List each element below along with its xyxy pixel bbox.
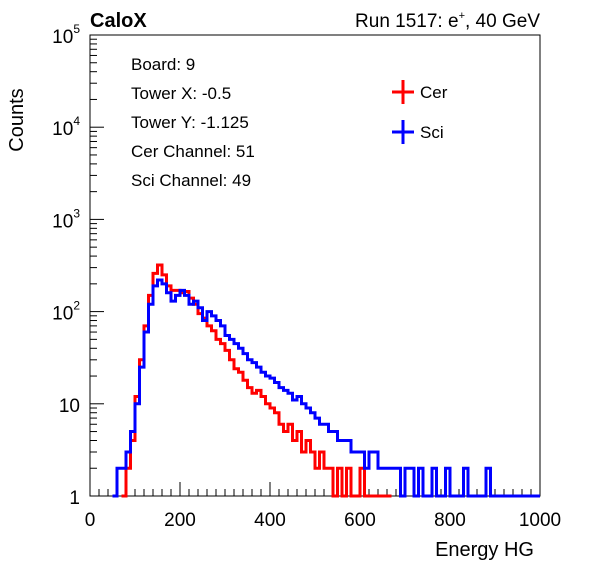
legend: Cer Sci [392, 80, 448, 144]
x-tick-label: 600 [344, 510, 376, 531]
legend-sci-marker [392, 120, 414, 144]
y-tick-label: 102 [52, 299, 80, 325]
x-tick-label: 200 [164, 510, 196, 531]
x-tick-label: 1000 [519, 510, 561, 531]
x-tick-label: 0 [85, 510, 96, 531]
y-tick-label: 1 [69, 488, 80, 509]
info-tower-x: Tower X: -0.5 [131, 84, 231, 103]
info-cer-channel: Cer Channel: 51 [131, 142, 255, 161]
y-tick-label: 103 [52, 206, 80, 232]
legend-cer-label: Cer [420, 83, 448, 102]
x-tick-labels: 0 200 400 600 800 1000 [85, 510, 561, 531]
y-tick-label: 104 [52, 114, 80, 140]
info-box: Board: 9 Tower X: -0.5 Tower Y: -1.125 C… [131, 55, 255, 190]
info-sci-channel: Sci Channel: 49 [131, 171, 251, 190]
x-axis-label: Energy HG [435, 539, 534, 561]
sci-series-line [112, 278, 540, 498]
y-tick-labels: 1 10 102 103 104 105 [52, 22, 80, 509]
y-tick-label: 105 [52, 22, 80, 48]
x-tick-label: 800 [434, 510, 466, 531]
y-tick-label: 10 [59, 396, 80, 417]
legend-cer-marker [392, 80, 414, 104]
y-axis-label: Counts [6, 88, 28, 151]
chart-right-title: Run 1517: e+, 40 GeV [355, 10, 540, 32]
info-tower-y: Tower Y: -1.125 [131, 113, 249, 132]
chart-left-title: CaloX [90, 10, 147, 32]
legend-sci-label: Sci [420, 123, 444, 142]
info-board: Board: 9 [131, 55, 195, 74]
x-tick-label: 400 [254, 510, 286, 531]
cer-series-line [121, 263, 392, 498]
